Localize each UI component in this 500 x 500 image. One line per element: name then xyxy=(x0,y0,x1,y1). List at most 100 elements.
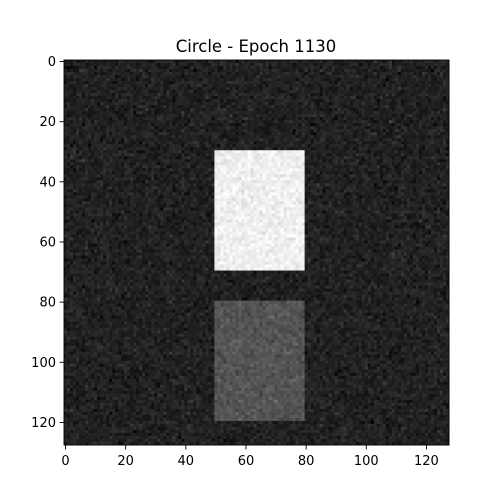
heatmap-cell xyxy=(184,150,188,154)
heatmap-cell xyxy=(337,72,342,76)
heatmap-cell xyxy=(349,75,354,79)
heatmap-cell xyxy=(199,144,203,148)
heatmap-cell xyxy=(310,168,315,172)
heatmap-cell xyxy=(136,72,140,76)
heatmap-cell xyxy=(94,150,98,154)
heatmap-cell xyxy=(235,111,239,115)
heatmap-cell xyxy=(223,87,227,91)
heatmap-cell xyxy=(304,117,309,121)
heatmap-cell xyxy=(382,87,387,91)
heatmap-cell xyxy=(64,78,68,82)
heatmap-cell xyxy=(337,156,342,160)
heatmap-cell xyxy=(85,84,89,88)
heatmap-cell xyxy=(316,96,321,100)
heatmap-cell xyxy=(307,84,312,88)
heatmap-cell xyxy=(214,78,218,82)
heatmap-cell xyxy=(316,117,321,121)
heatmap-cell xyxy=(352,117,357,121)
heatmap-cell xyxy=(328,75,333,79)
heatmap-cell xyxy=(187,141,191,145)
heatmap-cell xyxy=(391,165,396,169)
heatmap-cell xyxy=(328,105,333,109)
heatmap-cell xyxy=(232,60,236,64)
heatmap-cell xyxy=(124,108,128,112)
heatmap-cell xyxy=(142,105,146,109)
heatmap-cell xyxy=(145,87,149,91)
heatmap-cell xyxy=(430,84,435,88)
heatmap-cell xyxy=(271,96,275,100)
heatmap-cell xyxy=(397,111,402,115)
heatmap-cell xyxy=(385,99,390,103)
heatmap-cell xyxy=(256,123,260,127)
heatmap-cell xyxy=(298,108,303,112)
heatmap-cell xyxy=(343,102,348,106)
heatmap-cell xyxy=(445,135,450,139)
heatmap-cell xyxy=(325,123,330,127)
heatmap-cell xyxy=(424,159,429,163)
heatmap-cell xyxy=(436,165,441,169)
heatmap-cell xyxy=(211,159,215,163)
heatmap-cell xyxy=(199,66,203,70)
heatmap-cell xyxy=(211,96,215,100)
heatmap-cell xyxy=(274,69,278,73)
heatmap-cell xyxy=(274,87,278,91)
heatmap-cell xyxy=(178,66,182,70)
heatmap-cell xyxy=(88,105,92,109)
heatmap-cell xyxy=(427,150,432,154)
heatmap-cell xyxy=(139,90,143,94)
heatmap-cell xyxy=(283,69,287,73)
heatmap-cell xyxy=(283,105,287,109)
heatmap-cell xyxy=(313,138,318,142)
heatmap-cell xyxy=(406,114,411,118)
heatmap-cell xyxy=(79,135,83,139)
heatmap-cell xyxy=(277,144,281,148)
heatmap-cell xyxy=(262,117,266,121)
heatmap-cell xyxy=(103,159,107,163)
heatmap-cell xyxy=(85,114,89,118)
heatmap-cell xyxy=(385,138,390,142)
heatmap-cell xyxy=(133,99,137,103)
heatmap-cell xyxy=(229,84,233,88)
heatmap-cell xyxy=(262,174,266,178)
heatmap-cell xyxy=(382,96,387,100)
heatmap-cell xyxy=(430,168,435,172)
heatmap-cell xyxy=(187,69,191,73)
heatmap-cell xyxy=(85,87,89,91)
heatmap-cell xyxy=(415,78,420,82)
heatmap-cell xyxy=(397,159,402,163)
heatmap-cell xyxy=(205,165,209,169)
heatmap-cell xyxy=(364,72,369,76)
heatmap-cell xyxy=(133,171,137,175)
heatmap-cell xyxy=(163,102,167,106)
heatmap-cell xyxy=(397,162,402,166)
heatmap-cell xyxy=(388,123,393,127)
heatmap-cell xyxy=(85,81,89,85)
heatmap-cell xyxy=(115,165,119,169)
heatmap-cell xyxy=(391,144,396,148)
heatmap-cell xyxy=(313,84,318,88)
heatmap-cell xyxy=(376,72,381,76)
heatmap-cell xyxy=(70,141,74,145)
heatmap-cell xyxy=(178,96,182,100)
heatmap-cell xyxy=(274,75,278,79)
heatmap-cell xyxy=(124,90,128,94)
heatmap-cell xyxy=(97,78,101,82)
heatmap-cell xyxy=(190,162,194,166)
heatmap-cell xyxy=(199,60,203,64)
heatmap-cell xyxy=(289,63,293,67)
heatmap-cell xyxy=(178,90,182,94)
heatmap-cell xyxy=(184,90,188,94)
heatmap-cell xyxy=(64,90,68,94)
heatmap-cell xyxy=(325,93,330,97)
heatmap-cell xyxy=(64,150,68,154)
heatmap-cell xyxy=(406,99,411,103)
heatmap-cell xyxy=(136,114,140,118)
heatmap-cell xyxy=(292,168,297,172)
heatmap-cell xyxy=(130,174,134,178)
heatmap-cell xyxy=(253,153,257,157)
heatmap-cell xyxy=(265,147,269,151)
heatmap-cell xyxy=(406,66,411,70)
heatmap-cell xyxy=(64,177,68,181)
heatmap-cell xyxy=(232,144,236,148)
heatmap-cell xyxy=(127,69,131,73)
